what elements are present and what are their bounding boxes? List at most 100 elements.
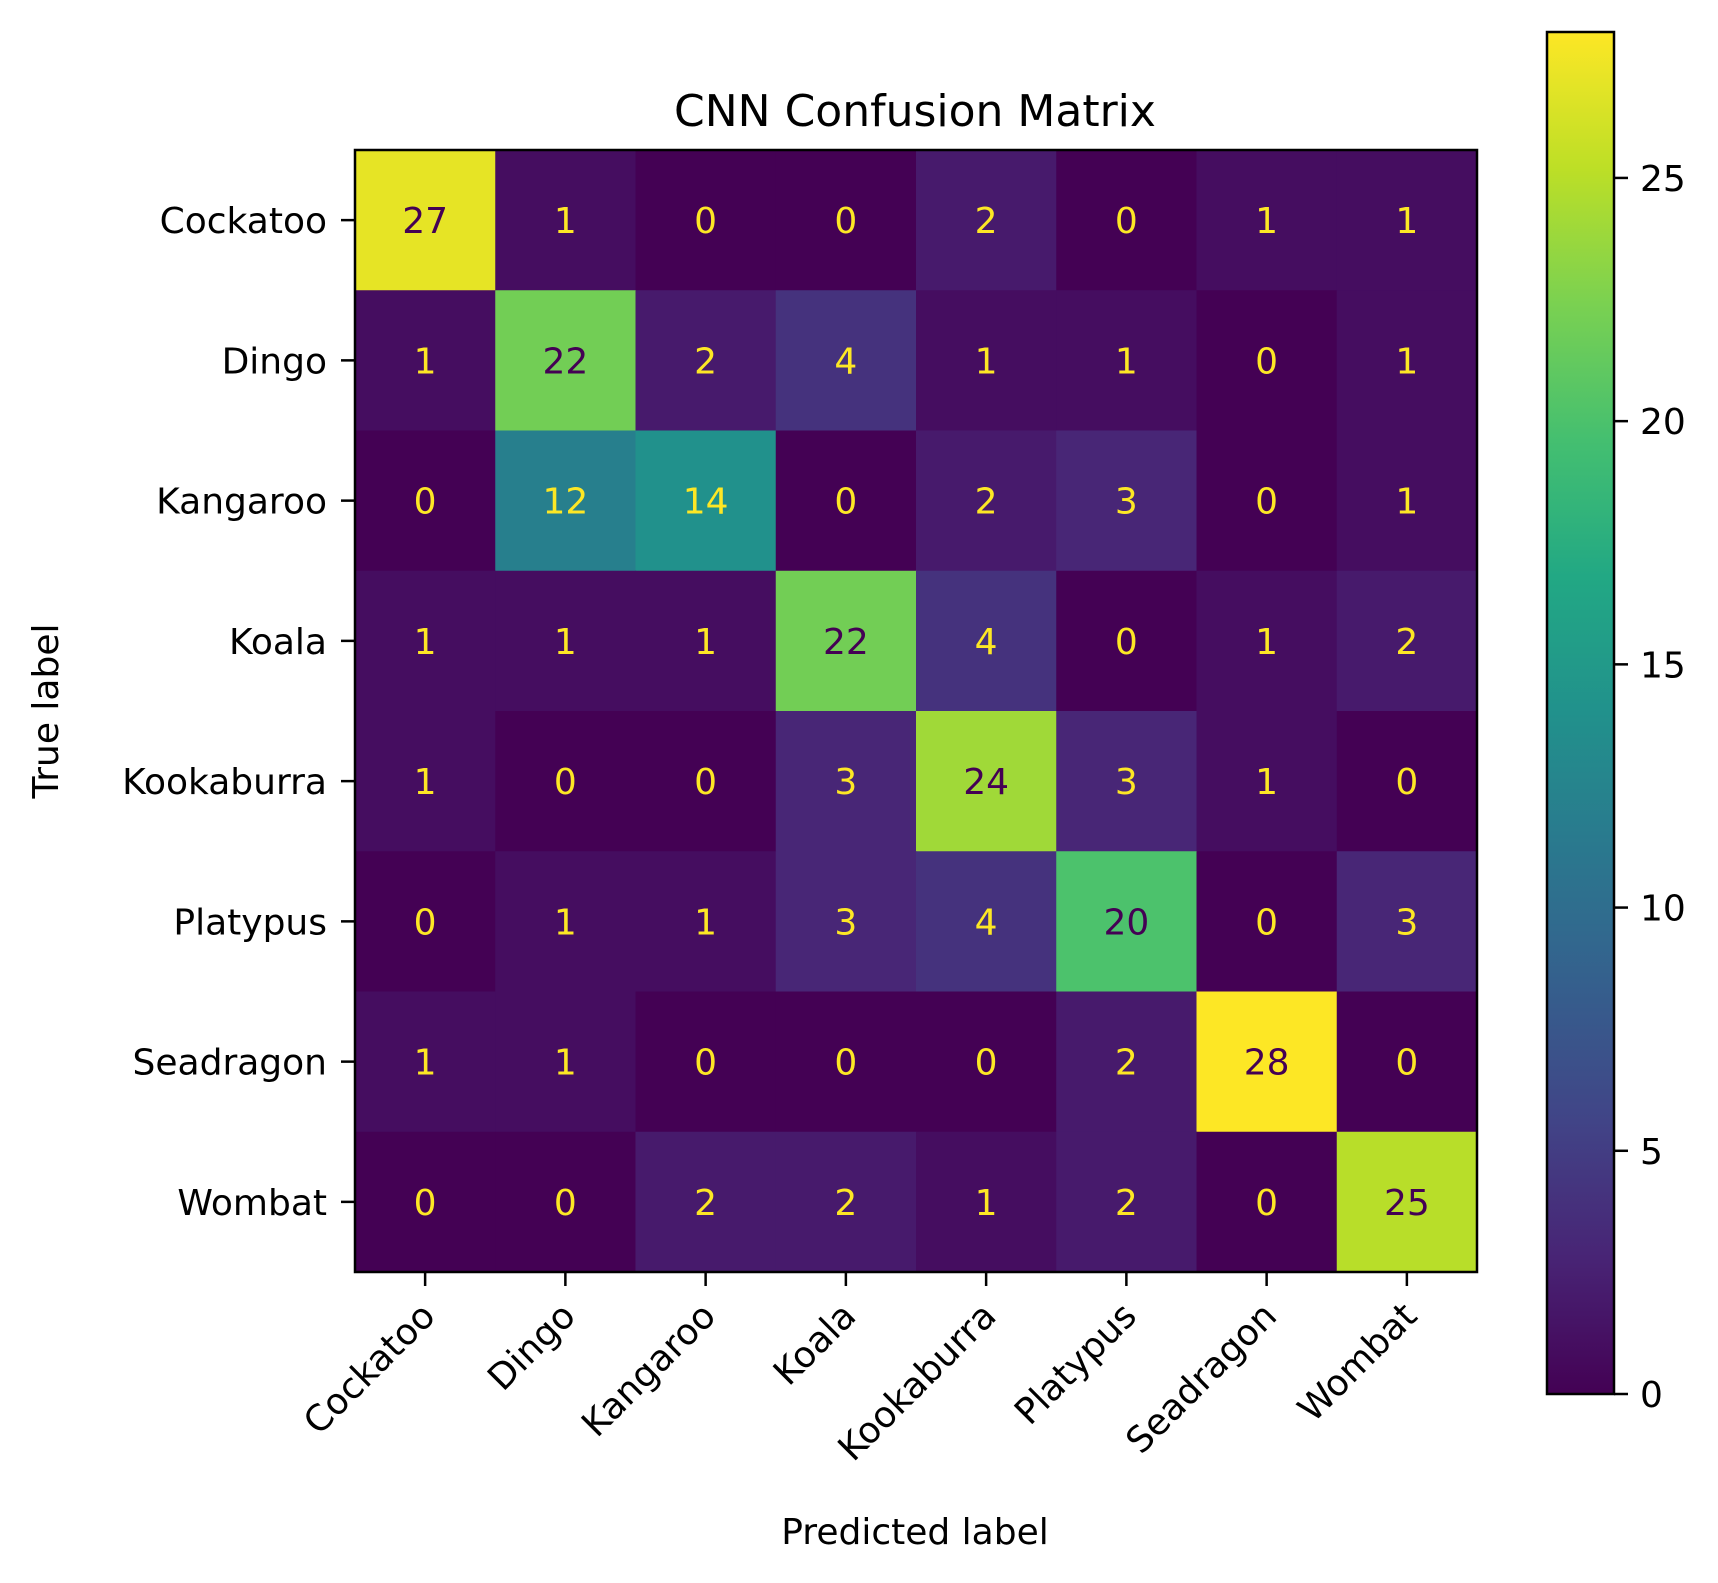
y-tick-label: Koala bbox=[229, 622, 327, 663]
matrix-cell bbox=[635, 851, 777, 993]
cell-value-label: 2 bbox=[694, 1183, 717, 1224]
matrix-cell bbox=[355, 430, 496, 572]
cell-value-label: 1 bbox=[694, 622, 717, 663]
matrix-cell bbox=[916, 711, 1057, 852]
matrix-cell bbox=[495, 851, 637, 993]
cell-value-label: 14 bbox=[683, 482, 729, 523]
x-axis-title: Predicted label bbox=[781, 1512, 1049, 1553]
cell-value-label: 0 bbox=[694, 201, 717, 242]
matrix-cell bbox=[1196, 991, 1338, 1133]
matrix-cell bbox=[916, 991, 1057, 1133]
matrix-cell bbox=[916, 150, 1057, 291]
cell-value-label: 3 bbox=[1115, 762, 1138, 803]
cell-value-label: 0 bbox=[1255, 902, 1278, 943]
cell-value-label: 1 bbox=[1255, 201, 1278, 242]
matrix-cell bbox=[355, 1131, 496, 1273]
matrix-cell bbox=[635, 570, 777, 712]
y-tick-label: Dingo bbox=[222, 341, 327, 382]
cell-value-label: 0 bbox=[554, 1183, 577, 1224]
cell-value-label: 25 bbox=[1384, 1183, 1430, 1224]
cell-value-label: 22 bbox=[542, 341, 588, 382]
matrix-cell bbox=[1196, 150, 1338, 291]
cell-value-label: 0 bbox=[1115, 201, 1138, 242]
matrix-cell bbox=[775, 711, 917, 852]
matrix-cell bbox=[635, 711, 777, 852]
cell-value-label: 1 bbox=[1395, 201, 1418, 242]
cell-value-label: 0 bbox=[554, 762, 577, 803]
cell-value-label: 2 bbox=[834, 1183, 857, 1224]
cell-value-label: 20 bbox=[1103, 902, 1149, 943]
matrix-cell bbox=[495, 290, 637, 432]
matrix-cell bbox=[1336, 430, 1478, 572]
matrix-cell bbox=[1056, 150, 1198, 291]
cell-value-label: 1 bbox=[694, 902, 717, 943]
y-axis-title: True label bbox=[26, 624, 67, 800]
cell-value-label: 28 bbox=[1244, 1043, 1290, 1084]
matrix-cell bbox=[495, 150, 637, 291]
matrix-cell bbox=[775, 570, 917, 712]
matrix-cell bbox=[355, 570, 496, 712]
colorbar-frame bbox=[1545, 30, 1616, 1396]
matrix-cell bbox=[635, 290, 777, 432]
cell-value-label: 0 bbox=[834, 482, 857, 523]
cell-value-label: 0 bbox=[975, 1043, 998, 1084]
matrix-cell bbox=[775, 1131, 917, 1273]
cell-value-label: 1 bbox=[1115, 341, 1138, 382]
cell-value-label: 4 bbox=[975, 622, 998, 663]
cell-value-label: 0 bbox=[414, 902, 437, 943]
matrix-cell bbox=[495, 991, 637, 1133]
cell-value-label: 2 bbox=[1115, 1043, 1138, 1084]
cell-value-label: 0 bbox=[694, 1043, 717, 1084]
matrix-cell bbox=[775, 290, 917, 432]
matrix-cell bbox=[495, 570, 637, 712]
y-tick-label: Seadragon bbox=[133, 1043, 327, 1084]
matrix-cell bbox=[355, 851, 496, 993]
matrix-cell bbox=[775, 430, 917, 572]
y-tick-label: Wombat bbox=[177, 1183, 327, 1224]
cell-value-label: 3 bbox=[834, 762, 857, 803]
y-tick-label: Platypus bbox=[173, 902, 327, 943]
matrix-cell bbox=[1336, 711, 1478, 852]
plot-frame bbox=[353, 148, 1479, 1274]
cell-value-label: 2 bbox=[975, 201, 998, 242]
cell-value-label: 3 bbox=[834, 902, 857, 943]
matrix-cell bbox=[1196, 430, 1338, 572]
matrix-cell bbox=[1196, 570, 1338, 712]
matrix-cell bbox=[495, 711, 637, 852]
matrix-cell bbox=[916, 290, 1057, 432]
matrix-cell bbox=[1056, 711, 1198, 852]
matrix-cell bbox=[1056, 290, 1198, 432]
matrix-cell bbox=[635, 150, 777, 291]
cell-value-label: 1 bbox=[1255, 762, 1278, 803]
matrix-cell bbox=[1056, 570, 1198, 712]
matrix-cell bbox=[1056, 991, 1198, 1133]
cell-value-label: 22 bbox=[823, 622, 869, 663]
cell-value-label: 24 bbox=[963, 762, 1009, 803]
cell-value-label: 2 bbox=[975, 482, 998, 523]
matrix-cell bbox=[775, 991, 917, 1133]
cell-value-label: 3 bbox=[1115, 482, 1138, 523]
matrix-cell bbox=[916, 570, 1057, 712]
cell-value-label: 3 bbox=[1395, 902, 1418, 943]
cell-value-label: 0 bbox=[414, 1183, 437, 1224]
cell-value-label: 0 bbox=[1395, 762, 1418, 803]
cell-value-label: 1 bbox=[554, 201, 577, 242]
y-axis-ticks: Cockatoo Dingo Kangaroo Koala Kookaburra Plat… bbox=[122, 201, 355, 1224]
matrix-cell bbox=[775, 851, 917, 993]
cell-value-label: 2 bbox=[1115, 1183, 1138, 1224]
matrix-cell bbox=[355, 991, 496, 1133]
cell-value-label: 1 bbox=[975, 341, 998, 382]
cell-value-label: 0 bbox=[694, 762, 717, 803]
cell-value-label: 2 bbox=[1395, 622, 1418, 663]
matrix-cell bbox=[635, 1131, 777, 1273]
cell-value-label: 1 bbox=[414, 762, 437, 803]
cell-value-label: 1 bbox=[414, 1043, 437, 1084]
matrix-cell bbox=[1196, 1131, 1338, 1273]
matrix-cell bbox=[1336, 991, 1478, 1133]
colorbar-tick-label: 25 bbox=[1640, 159, 1686, 200]
matrix-cell bbox=[1196, 711, 1338, 852]
colorbar-tick-label: 10 bbox=[1640, 889, 1686, 930]
cell-value-label: 1 bbox=[1395, 482, 1418, 523]
matrix-cell bbox=[495, 1131, 637, 1273]
